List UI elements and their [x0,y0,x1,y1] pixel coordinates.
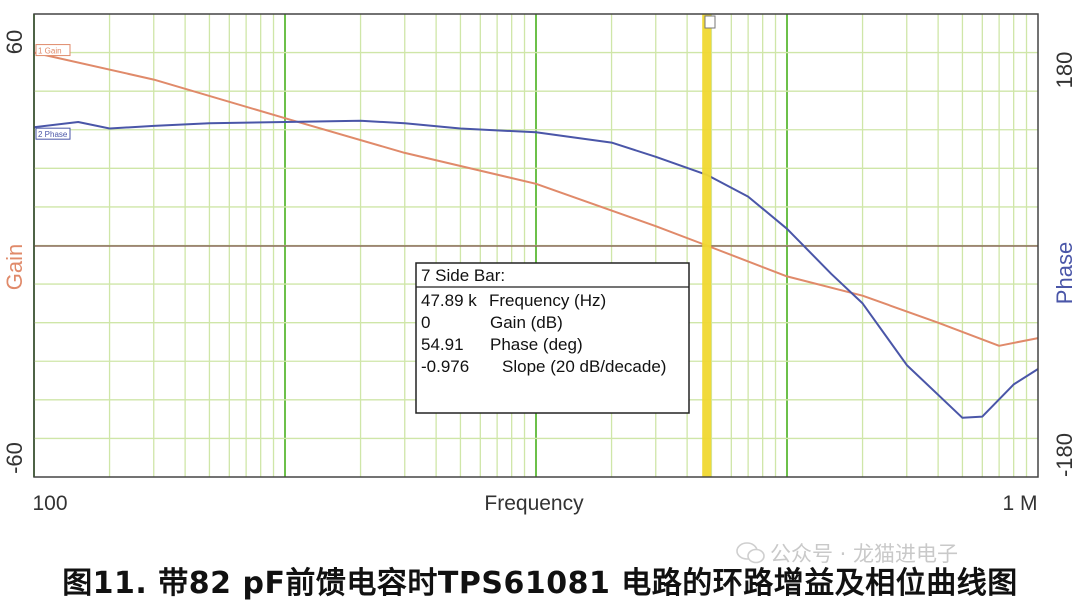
watermark: 公众号 · 龙猫进电子 [770,542,959,566]
gain-series-tag-box [35,44,71,57]
phase-series-tag: 2 Phase [38,130,68,139]
figure-caption: 图11. 带82 pF前馈电容时TPS61081 电路的环路增益及相位曲线图 [62,566,1018,601]
x-tick-min: 100 [32,492,67,515]
gain-series-line [33,51,1039,347]
y-left-top-tick: 60 [2,30,27,54]
y-right-bottom-tick: -180 [1052,433,1077,477]
side-bar-label-slope: Slope (20 dB/decade) [502,357,666,376]
x-axis-label: Frequency [484,492,584,515]
bode-plot: 1 Gain 2 Phase 60 -60 Gain 180 -180 Phase… [2,13,1077,515]
series-layer [33,51,1039,419]
side-bar-readout: 7 Side Bar: 47.89 k Frequency (Hz) 0 Gai… [415,262,690,414]
side-bar-value-slope: -0.976 [421,357,469,376]
x-tick-max: 1 M [1002,492,1037,515]
gain-series-tag: 1 Gain [38,47,62,56]
phase-series-tag-box [35,127,71,140]
y-right-top-tick: 180 [1052,52,1077,89]
side-bar-title: 7 Side Bar: [421,266,505,285]
y-right-axis-label: Phase [1052,242,1077,304]
side-bar-label-phase: Phase (deg) [490,335,583,354]
side-bar-box [415,262,690,414]
side-bar-value-phase: 54.91 [421,335,464,354]
side-bar-value-gain: 0 [421,313,430,332]
wechat-icon [736,542,765,564]
series-tags: 1 Gain 2 Phase [35,44,71,140]
side-bar-value-frequency: 47.89 k [421,291,477,310]
cursor-bar[interactable] [702,14,712,477]
side-bar-label-gain: Gain (dB) [490,313,563,332]
phase-series-line [33,119,1039,419]
y-left-axis-label: Gain [2,244,27,290]
cursor-handle[interactable] [704,15,716,29]
side-bar-label-frequency: Frequency (Hz) [489,291,606,310]
plot-border [33,13,1039,478]
y-left-bottom-tick: -60 [2,442,27,474]
